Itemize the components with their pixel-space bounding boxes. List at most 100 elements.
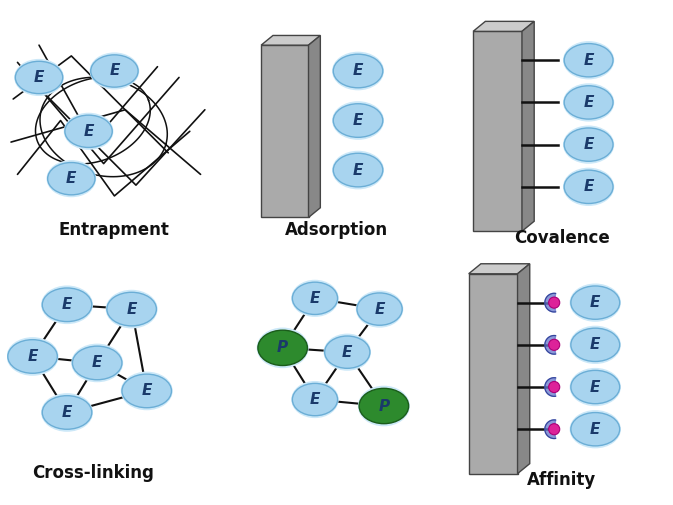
- Text: E: E: [66, 171, 77, 186]
- Ellipse shape: [332, 151, 384, 189]
- Ellipse shape: [569, 368, 621, 406]
- Polygon shape: [545, 293, 556, 312]
- Text: E: E: [590, 295, 600, 310]
- Ellipse shape: [42, 288, 92, 322]
- Ellipse shape: [358, 386, 410, 426]
- Text: Affinity: Affinity: [528, 471, 596, 489]
- Polygon shape: [468, 264, 530, 274]
- Text: E: E: [374, 301, 385, 317]
- Ellipse shape: [256, 328, 309, 368]
- Ellipse shape: [65, 115, 112, 147]
- Text: E: E: [28, 349, 38, 364]
- Ellipse shape: [46, 160, 96, 197]
- Ellipse shape: [563, 41, 614, 79]
- Polygon shape: [308, 35, 320, 218]
- Text: E: E: [92, 356, 102, 371]
- Text: E: E: [353, 163, 363, 178]
- Text: E: E: [583, 179, 594, 194]
- Ellipse shape: [356, 290, 403, 328]
- Polygon shape: [545, 378, 556, 396]
- Ellipse shape: [292, 282, 338, 315]
- Text: E: E: [583, 137, 594, 152]
- Ellipse shape: [64, 113, 114, 150]
- Ellipse shape: [571, 413, 620, 446]
- Text: E: E: [590, 337, 600, 352]
- Ellipse shape: [563, 168, 614, 206]
- Ellipse shape: [333, 153, 383, 187]
- Text: Covalence: Covalence: [514, 229, 610, 247]
- Text: E: E: [353, 64, 363, 78]
- Ellipse shape: [292, 383, 338, 416]
- Text: E: E: [62, 405, 72, 420]
- Text: E: E: [310, 291, 320, 306]
- Ellipse shape: [564, 170, 613, 204]
- Ellipse shape: [569, 326, 621, 364]
- Text: E: E: [109, 64, 120, 78]
- Ellipse shape: [291, 381, 339, 418]
- Ellipse shape: [291, 280, 339, 317]
- Ellipse shape: [324, 336, 370, 368]
- Circle shape: [548, 381, 560, 392]
- Ellipse shape: [333, 54, 383, 88]
- Text: E: E: [34, 70, 44, 85]
- Text: P: P: [277, 340, 288, 356]
- Ellipse shape: [563, 83, 614, 122]
- Ellipse shape: [73, 346, 122, 380]
- Polygon shape: [518, 264, 530, 474]
- Ellipse shape: [569, 410, 621, 448]
- Ellipse shape: [564, 43, 613, 77]
- Ellipse shape: [564, 86, 613, 119]
- Ellipse shape: [332, 101, 384, 140]
- Ellipse shape: [324, 334, 371, 371]
- Ellipse shape: [563, 125, 614, 164]
- Polygon shape: [545, 420, 556, 438]
- Ellipse shape: [71, 343, 123, 382]
- Polygon shape: [473, 31, 522, 231]
- Ellipse shape: [107, 292, 156, 326]
- Text: E: E: [141, 383, 152, 398]
- Ellipse shape: [7, 337, 59, 376]
- Text: Entrapment: Entrapment: [59, 221, 170, 239]
- Ellipse shape: [14, 59, 64, 96]
- Ellipse shape: [571, 286, 620, 319]
- Text: E: E: [62, 297, 72, 312]
- Ellipse shape: [569, 283, 621, 322]
- Ellipse shape: [41, 285, 93, 324]
- Polygon shape: [473, 21, 534, 31]
- Ellipse shape: [122, 374, 172, 408]
- Ellipse shape: [571, 370, 620, 403]
- Polygon shape: [261, 45, 308, 218]
- Text: E: E: [590, 422, 600, 437]
- Ellipse shape: [120, 372, 173, 410]
- Text: E: E: [127, 301, 137, 317]
- Polygon shape: [468, 274, 518, 474]
- Text: E: E: [310, 392, 320, 407]
- Polygon shape: [545, 335, 556, 354]
- Ellipse shape: [106, 290, 157, 328]
- Text: E: E: [342, 345, 353, 360]
- Ellipse shape: [41, 393, 93, 432]
- Polygon shape: [261, 35, 320, 45]
- Ellipse shape: [564, 128, 613, 161]
- Text: E: E: [583, 95, 594, 110]
- Ellipse shape: [91, 55, 138, 87]
- Ellipse shape: [258, 330, 308, 366]
- Text: Cross-linking: Cross-linking: [32, 464, 154, 482]
- Text: E: E: [583, 53, 594, 68]
- Ellipse shape: [357, 293, 402, 325]
- Ellipse shape: [359, 388, 409, 424]
- Circle shape: [548, 424, 560, 435]
- Ellipse shape: [15, 61, 63, 93]
- Ellipse shape: [571, 328, 620, 362]
- Circle shape: [548, 339, 560, 350]
- Ellipse shape: [8, 340, 57, 373]
- Ellipse shape: [90, 53, 139, 89]
- Text: E: E: [590, 380, 600, 394]
- Polygon shape: [522, 21, 534, 231]
- Ellipse shape: [332, 52, 384, 90]
- Text: Adsorption: Adsorption: [285, 221, 388, 239]
- Ellipse shape: [42, 395, 92, 429]
- Text: E: E: [83, 124, 94, 139]
- Circle shape: [548, 297, 560, 308]
- Text: P: P: [378, 398, 390, 414]
